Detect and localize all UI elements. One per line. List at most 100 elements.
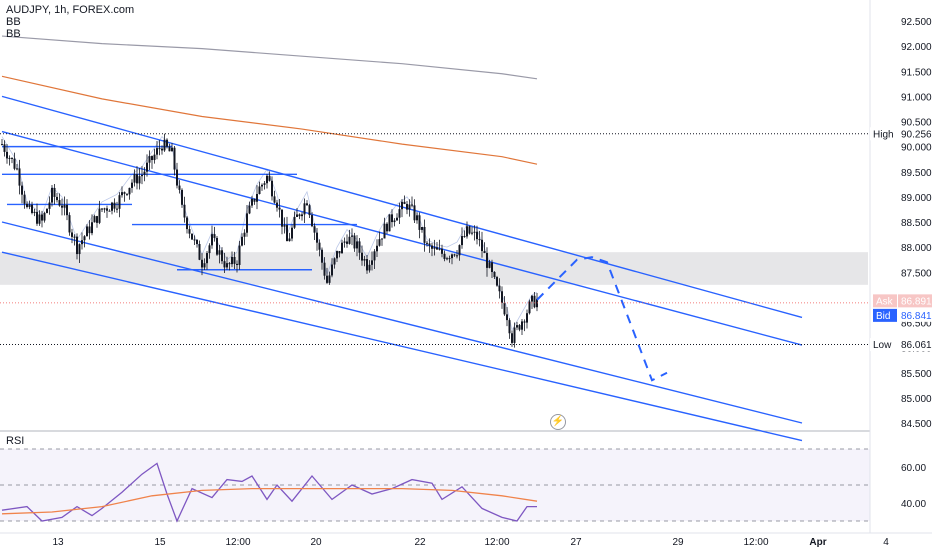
candle-body: [103, 208, 106, 210]
candle-body: [31, 204, 33, 213]
candle-body: [283, 225, 286, 227]
candle-body: [398, 209, 401, 218]
price-tick-label: 84.500: [901, 419, 932, 430]
candle-body: [281, 209, 283, 227]
candle-body: [481, 239, 483, 252]
price-tick-label: 92.000: [901, 42, 932, 53]
rsi-tick-label: 60.00: [901, 463, 926, 474]
candle-body: [68, 215, 71, 233]
candle-body: [348, 236, 351, 244]
price-tick-label: 85.000: [901, 394, 932, 405]
bid-value: 86.841: [901, 311, 932, 322]
candle-body: [291, 227, 293, 239]
rsi-label[interactable]: RSI: [6, 435, 25, 447]
indicator-bb-2[interactable]: BB: [6, 28, 21, 40]
candle-body: [353, 235, 356, 249]
zone-rect: [0, 252, 868, 285]
candle-body: [138, 176, 141, 184]
candle-body: [88, 226, 91, 234]
candle-body: [461, 236, 463, 246]
candle-body: [451, 254, 453, 259]
candle-body: [146, 162, 148, 172]
candle-body: [363, 259, 366, 261]
candle-body: [118, 195, 121, 209]
indicator-bb-1[interactable]: BB: [6, 16, 21, 28]
candle-body: [393, 220, 396, 223]
candle-body: [478, 239, 481, 241]
price-tick-label: 91.000: [901, 92, 932, 103]
candle-body: [248, 205, 251, 214]
candle-body: [223, 261, 226, 268]
ma-orange-line: [1, 75, 538, 165]
candle-body: [191, 233, 193, 240]
candle-body: [293, 216, 296, 228]
candle-body: [333, 258, 336, 265]
candle-body: [206, 253, 208, 264]
candle-body: [453, 254, 456, 256]
rsi-ma-line: [1, 487, 538, 515]
candle-body: [201, 259, 203, 268]
candle-body: [416, 215, 418, 221]
candle-body: [261, 184, 263, 187]
candle-body: [381, 238, 383, 240]
horizontal-levels[interactable]: [2, 145, 357, 271]
candle-body: [78, 244, 81, 255]
candle-body: [456, 255, 458, 257]
price-tick-label: 89.000: [901, 193, 932, 204]
projection-path[interactable]: [536, 256, 668, 382]
candle-body: [503, 302, 506, 315]
price-tick-label: 91.500: [901, 67, 932, 78]
candle-body: [178, 185, 181, 190]
candle-body: [133, 174, 136, 183]
candle-body: [271, 180, 273, 197]
candle-body: [211, 234, 213, 246]
candle-body: [428, 243, 431, 246]
candle-body: [311, 215, 313, 227]
candle-body: [511, 333, 513, 343]
candle-body: [143, 171, 146, 175]
candle-body: [491, 262, 493, 272]
candle-body: [141, 174, 143, 177]
price-tick-label: 92.500: [901, 17, 932, 28]
candle-body: [28, 204, 31, 208]
candle-body: [253, 198, 256, 202]
candle-body: [386, 223, 388, 232]
channel-line-4: [1, 251, 803, 442]
candle-body: [71, 232, 73, 237]
candle-body: [38, 214, 41, 224]
candle-body: [508, 320, 511, 334]
candle-body: [6, 151, 8, 159]
candle-body: [18, 168, 21, 186]
candle-body: [208, 245, 211, 254]
high-label-bg: [870, 127, 898, 141]
candle-body: [468, 226, 471, 234]
candle-body: [506, 314, 508, 321]
candle-body: [161, 148, 163, 151]
candle-body: [158, 148, 161, 150]
candle-body: [21, 185, 23, 195]
candle-body: [476, 231, 478, 240]
candle-body: [321, 249, 323, 263]
candle-body: [523, 321, 526, 323]
candle-body: [533, 295, 536, 308]
candle-body: [308, 205, 311, 216]
candle-body: [196, 239, 198, 245]
price-tick-label: 89.500: [901, 168, 932, 179]
candle-body: [183, 204, 186, 218]
candle-body: [521, 321, 523, 330]
symbol-title[interactable]: AUDJPY, 1h, FOREX.com: [6, 4, 135, 16]
candle-body: [156, 148, 158, 155]
candle-body: [243, 232, 246, 237]
candle-body: [151, 156, 153, 161]
high-value: 90.256: [901, 129, 932, 140]
high-value-bg: [898, 127, 932, 141]
candle-body: [513, 327, 516, 343]
candle-body: [61, 205, 63, 208]
candle-body: [228, 263, 231, 265]
candle-body: [318, 242, 321, 250]
candle-body: [256, 194, 258, 202]
candle-body: [463, 236, 466, 238]
candle-body: [46, 208, 48, 213]
lightning-icon[interactable]: ⚡: [550, 414, 566, 430]
